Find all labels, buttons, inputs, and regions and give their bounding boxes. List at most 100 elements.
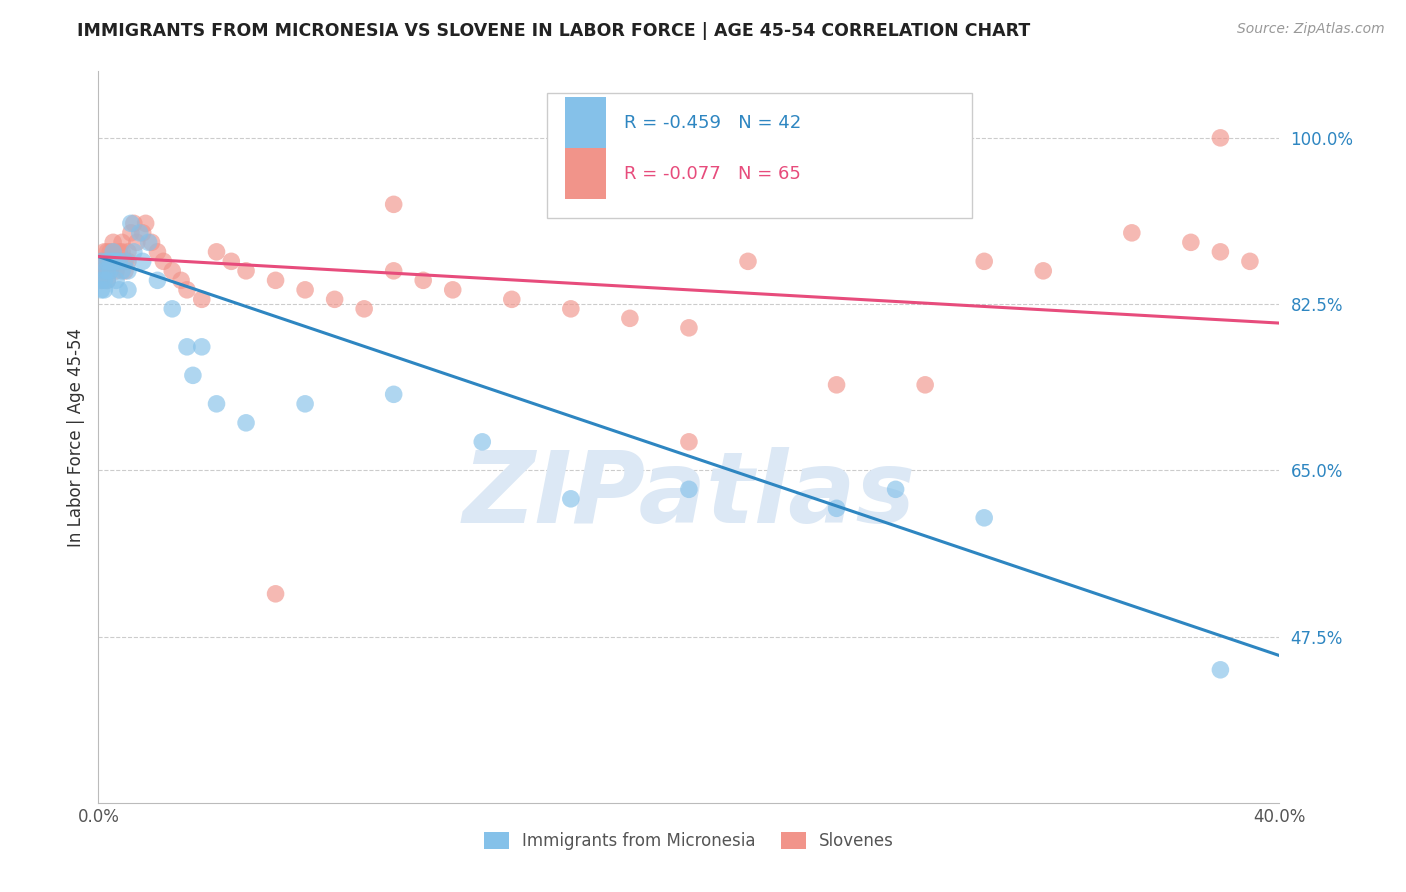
Point — [98, 254, 121, 268]
Point — [1209, 131, 1232, 145]
Point — [294, 397, 316, 411]
Point — [98, 264, 121, 278]
Point — [93, 254, 115, 268]
Point — [191, 340, 214, 354]
Bar — [565, 148, 606, 200]
Point — [122, 216, 145, 230]
Point — [619, 311, 641, 326]
Point — [117, 283, 139, 297]
Point — [132, 254, 155, 268]
Point — [152, 254, 174, 268]
Point — [176, 283, 198, 297]
Point — [90, 264, 112, 278]
Point — [98, 254, 121, 268]
Point — [117, 244, 139, 259]
Point — [96, 264, 118, 278]
Point — [105, 273, 128, 287]
Text: ZIPatlas: ZIPatlas — [463, 447, 915, 544]
Point — [98, 244, 121, 259]
Point — [103, 244, 125, 259]
Point — [103, 235, 125, 250]
Point — [111, 244, 134, 259]
Point — [90, 254, 112, 268]
Point — [125, 235, 148, 250]
Point — [501, 293, 523, 307]
Point — [96, 254, 118, 268]
Point — [146, 273, 169, 287]
Point — [90, 273, 112, 287]
Point — [221, 254, 243, 268]
Point — [162, 301, 183, 316]
Point — [191, 293, 214, 307]
Point — [93, 283, 115, 297]
Point — [825, 377, 848, 392]
Point — [103, 254, 125, 268]
Point — [264, 587, 287, 601]
Point — [93, 264, 115, 278]
Point — [323, 293, 346, 307]
Point — [471, 434, 494, 449]
Text: R = -0.077   N = 65: R = -0.077 N = 65 — [624, 165, 801, 183]
Point — [96, 244, 118, 259]
Point — [108, 254, 131, 268]
Point — [1180, 235, 1202, 250]
Point — [93, 273, 115, 287]
Text: R = -0.459   N = 42: R = -0.459 N = 42 — [624, 113, 801, 131]
Point — [1239, 254, 1261, 268]
Point — [1209, 244, 1232, 259]
FancyBboxPatch shape — [547, 94, 973, 218]
Point — [114, 264, 136, 278]
Point — [235, 416, 257, 430]
Point — [441, 283, 464, 297]
Point — [141, 235, 163, 250]
Point — [103, 254, 125, 268]
Point — [560, 301, 582, 316]
Point — [1121, 226, 1143, 240]
Point — [96, 264, 118, 278]
Point — [114, 254, 136, 268]
Point — [678, 483, 700, 497]
Point — [120, 226, 142, 240]
Point — [914, 377, 936, 392]
Text: IMMIGRANTS FROM MICRONESIA VS SLOVENE IN LABOR FORCE | AGE 45-54 CORRELATION CHA: IMMIGRANTS FROM MICRONESIA VS SLOVENE IN… — [77, 22, 1031, 40]
Point — [108, 244, 131, 259]
Point — [825, 501, 848, 516]
Point — [560, 491, 582, 506]
Point — [235, 264, 257, 278]
Point — [382, 264, 405, 278]
Point — [111, 235, 134, 250]
Point — [162, 264, 183, 278]
Point — [111, 264, 134, 278]
Point — [884, 483, 907, 497]
Point — [1032, 264, 1054, 278]
Point — [678, 321, 700, 335]
Point — [176, 340, 198, 354]
Point — [353, 301, 375, 316]
Point — [382, 197, 405, 211]
Point — [90, 254, 112, 268]
Legend: Immigrants from Micronesia, Slovenes: Immigrants from Micronesia, Slovenes — [477, 825, 901, 856]
Point — [93, 264, 115, 278]
Point — [382, 387, 405, 401]
Point — [1209, 663, 1232, 677]
Point — [737, 254, 759, 268]
Point — [412, 273, 434, 287]
Point — [117, 264, 139, 278]
Point — [973, 511, 995, 525]
Bar — [565, 97, 606, 148]
Point — [96, 273, 118, 287]
Point — [120, 216, 142, 230]
Point — [678, 434, 700, 449]
Point — [117, 254, 139, 268]
Y-axis label: In Labor Force | Age 45-54: In Labor Force | Age 45-54 — [66, 327, 84, 547]
Point — [122, 244, 145, 259]
Point — [132, 226, 155, 240]
Point — [114, 254, 136, 268]
Point — [105, 254, 128, 268]
Point — [170, 273, 193, 287]
Point — [146, 244, 169, 259]
Point — [105, 264, 128, 278]
Point — [264, 273, 287, 287]
Point — [96, 273, 118, 287]
Point — [90, 283, 112, 297]
